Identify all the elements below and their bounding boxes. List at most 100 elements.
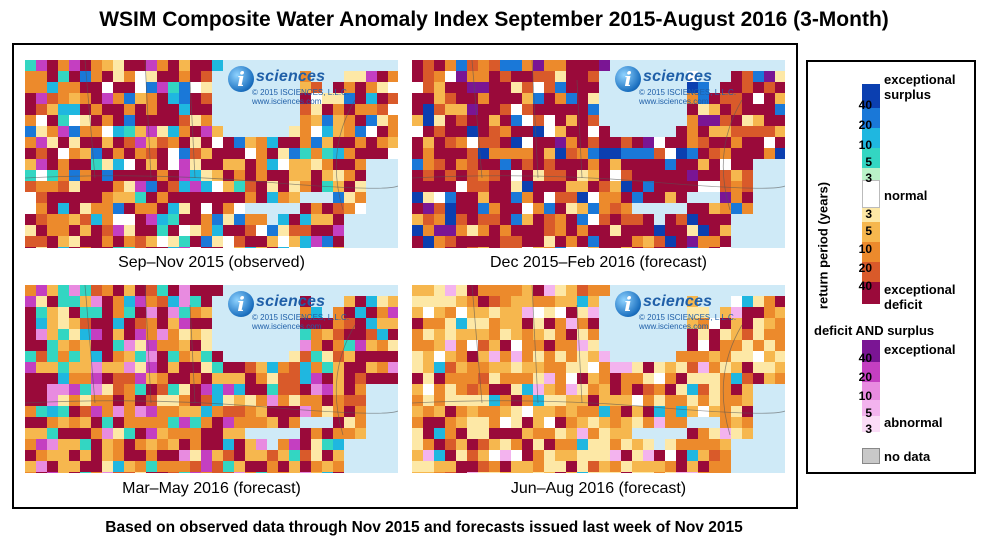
grid-cell [500, 203, 511, 214]
swatch-surplus-20 [862, 108, 880, 128]
grid-cell [245, 148, 256, 159]
grid-cell [69, 428, 80, 439]
grid-cell [190, 439, 201, 450]
grid-cell [124, 192, 135, 203]
grid-cell [412, 351, 423, 362]
border-line [471, 60, 483, 179]
grid-cell [168, 126, 179, 137]
grid-cell [643, 417, 654, 428]
grid-cell [566, 384, 577, 395]
grid-cell [632, 362, 643, 373]
grid-cell [643, 247, 654, 248]
grid-cell [36, 126, 47, 137]
grid-cell [157, 192, 168, 203]
grid-cell [223, 170, 234, 181]
grid-cell [412, 247, 423, 248]
grid-cell [533, 340, 544, 351]
grid-cell [135, 82, 146, 93]
grid-cell [555, 307, 566, 318]
grid-cell [555, 137, 566, 148]
grid-cell [709, 93, 720, 104]
grid-cell [69, 137, 80, 148]
grid-cell [632, 236, 643, 247]
grid-cell [764, 148, 775, 159]
grid-cell [157, 395, 168, 406]
grid-cell [25, 247, 36, 248]
grid-cell [467, 137, 478, 148]
grid-cell [511, 104, 522, 115]
grid-cell [311, 461, 322, 472]
grid-cell [124, 285, 135, 296]
grid-cell [599, 126, 610, 137]
grid-cell [665, 181, 676, 192]
grid-cell [135, 428, 146, 439]
grid-cell [698, 340, 709, 351]
grid-cell [58, 296, 69, 307]
grid-cell [621, 450, 632, 461]
grid-cell [566, 126, 577, 137]
grid-cell [102, 192, 113, 203]
grid-cell [533, 285, 544, 296]
grid-cell [212, 159, 223, 170]
grid-cell [91, 318, 102, 329]
grid-cell [212, 384, 223, 395]
grid-cell [610, 170, 621, 181]
grid-cell [168, 318, 179, 329]
grid-cell [478, 406, 489, 417]
grid-cell [555, 82, 566, 93]
grid-cell [456, 296, 467, 307]
grid-cell [223, 137, 234, 148]
grid-cell [500, 362, 511, 373]
grid-cell [500, 329, 511, 340]
grid-cell [333, 428, 344, 439]
grid-cell [91, 115, 102, 126]
grid-cell [146, 82, 157, 93]
grid-cell [566, 170, 577, 181]
grid-cell [366, 329, 377, 340]
grid-cell [168, 104, 179, 115]
grid-cell [434, 170, 445, 181]
grid-cell [344, 82, 355, 93]
grid-cell [377, 104, 388, 115]
grid-cell [687, 137, 698, 148]
grid-cell [566, 373, 577, 384]
grid-cell [289, 395, 300, 406]
grid-cell [267, 384, 278, 395]
grid-cell [146, 307, 157, 318]
grid-cell [245, 472, 256, 473]
grid-cell [245, 247, 256, 248]
grid-cell [179, 428, 190, 439]
grid-cell [333, 236, 344, 247]
grid-cell [478, 181, 489, 192]
grid-cell [377, 362, 388, 373]
grid-cell [533, 225, 544, 236]
grid-cell [201, 340, 212, 351]
grid-cell [753, 115, 764, 126]
grid-cell [764, 93, 775, 104]
grid-cell [665, 159, 676, 170]
panel-caption: Sep–Nov 2015 (observed) [118, 254, 305, 271]
grid-cell [445, 340, 456, 351]
grid-cell [91, 450, 102, 461]
grid-cell [511, 93, 522, 104]
grid-cell [333, 214, 344, 225]
grid-cell [434, 115, 445, 126]
grid-cell [311, 384, 322, 395]
map-grid-frame [12, 43, 798, 509]
grid-cell [456, 236, 467, 247]
grid-cell [223, 203, 234, 214]
grid-cell [289, 225, 300, 236]
grid-cell [245, 225, 256, 236]
panel-caption: Jun–Aug 2016 (forecast) [510, 480, 687, 497]
grid-cell [36, 340, 47, 351]
grid-cell [69, 192, 80, 203]
grid-cell [665, 472, 676, 473]
grid-cell [36, 159, 47, 170]
grid-cell [69, 395, 80, 406]
grid-cell [566, 406, 577, 417]
swatch-both-5 [862, 400, 880, 416]
grid-cell [300, 384, 311, 395]
grid-cell [500, 181, 511, 192]
grid-cell [676, 126, 687, 137]
grid-cell [588, 373, 599, 384]
